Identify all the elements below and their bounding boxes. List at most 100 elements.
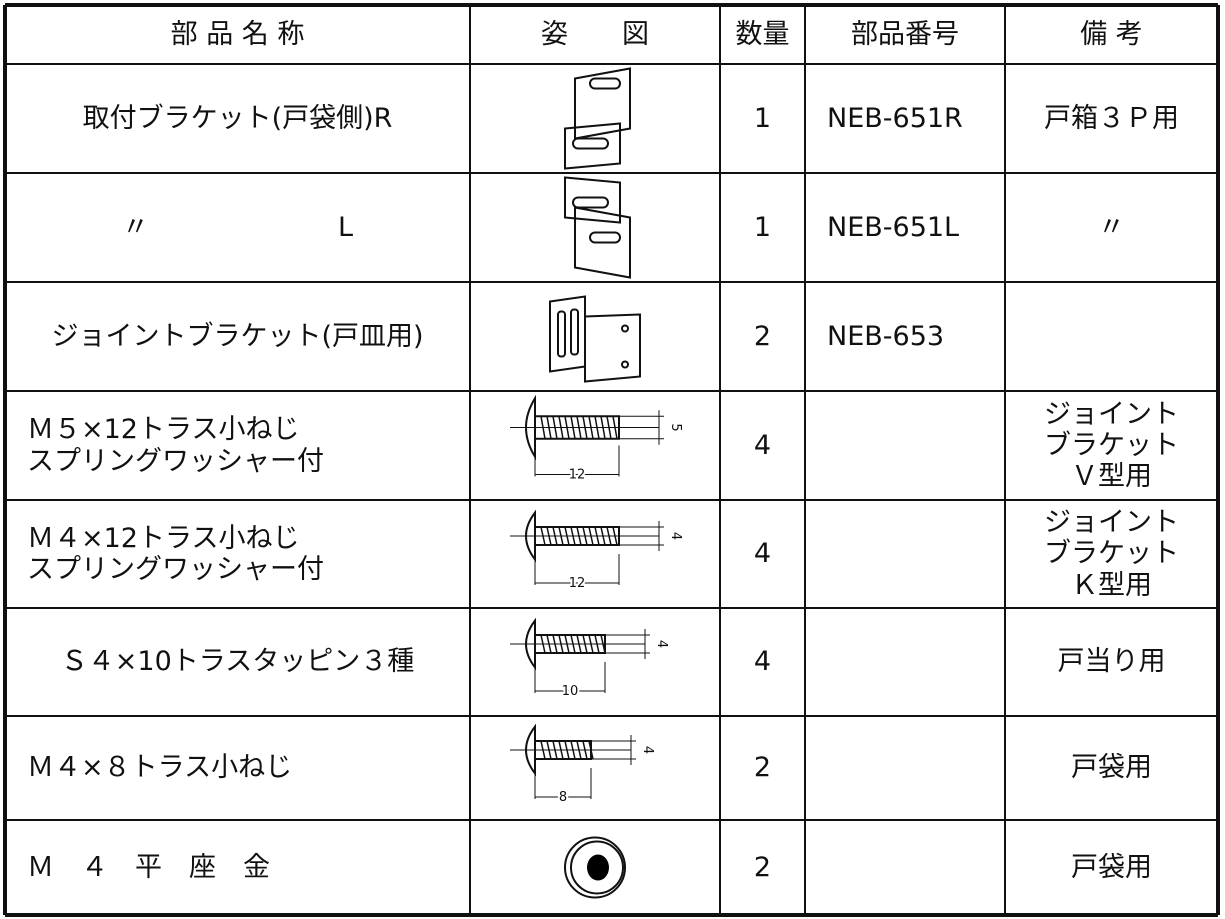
thread [594, 526, 600, 546]
cell-text: Ｍ４×８トラス小ねじ [27, 752, 293, 784]
quantity: 4 [720, 391, 805, 500]
thread [588, 416, 594, 439]
thread [546, 416, 552, 439]
cell-text: 2 [753, 851, 772, 883]
part-figure: 48 [510, 723, 655, 807]
part-name: Ｍ４×８トラス小ねじ [5, 716, 470, 820]
cell-text: 戸箱３Ｐ用 [1044, 102, 1179, 134]
thread [606, 526, 612, 546]
thread [546, 740, 552, 760]
cell-text: ジョイント [1044, 507, 1179, 539]
thread [546, 634, 552, 654]
cell-text: 2 [753, 320, 772, 352]
cell-text: NEB-651L [827, 211, 960, 243]
cell-text: ブラケット [1044, 429, 1179, 461]
diameter-label: 5 [668, 423, 683, 431]
cell-text: 〃 [1098, 211, 1125, 243]
thread [570, 526, 576, 546]
cell-text: 4 [753, 646, 772, 678]
cell-text: 取付ブラケット(戸袋側)R [82, 102, 393, 134]
thread [588, 634, 594, 654]
thread [594, 634, 600, 654]
washer-outer [564, 836, 626, 899]
part-name: ジョイントブラケット(戸皿用) [5, 282, 470, 391]
cell-text: 戸当り用 [1057, 646, 1166, 678]
thread [564, 634, 570, 654]
diameter-label: 4 [668, 532, 683, 540]
thread [582, 416, 588, 439]
cell-text: 戸袋用 [1071, 851, 1152, 883]
thread [570, 416, 576, 439]
cell-text: 〃 L [121, 211, 354, 243]
part-figure: 4 12 [510, 509, 683, 593]
thread [558, 416, 564, 439]
thread [564, 740, 570, 760]
thread [588, 526, 594, 546]
thread [540, 634, 546, 654]
diameter-label: 4 [654, 640, 669, 648]
cell-text: 戸袋用 [1071, 752, 1152, 784]
diameter-label: 4 [640, 746, 655, 754]
cell-text: Ｖ型用 [1071, 461, 1152, 493]
remarks: 〃 [1005, 173, 1218, 282]
thread [564, 526, 570, 546]
slot [557, 310, 566, 358]
cell-text: Ｋ型用 [1071, 569, 1152, 601]
part-name: Ｍ４×12トラス小ねじ スプリングワッシャー付 [5, 500, 470, 608]
slot [572, 196, 609, 209]
washer-outer [570, 840, 624, 895]
remarks: 戸袋用 [1005, 820, 1218, 915]
quantity: 4 [720, 608, 805, 716]
remarks: ジョイント ブラケット Ｋ型用 [1005, 500, 1218, 608]
part-name: 〃 L [5, 173, 470, 282]
remarks: 戸箱３Ｐ用 [1005, 64, 1218, 173]
slot [589, 77, 621, 90]
cell-text: 2 [753, 752, 772, 784]
bracket-plate [564, 176, 621, 224]
thread [594, 416, 600, 439]
bracket-plate [549, 295, 586, 373]
screw-shank [534, 634, 606, 654]
thread [546, 526, 552, 546]
slot [589, 231, 621, 244]
bracket-plate [564, 122, 621, 170]
thread [570, 634, 576, 654]
quantity: 4 [720, 500, 805, 608]
cell-text: ジョイントブラケット(戸皿用) [51, 320, 424, 352]
thread [576, 416, 582, 439]
cell-text: 4 [753, 538, 772, 570]
part-number: NEB-651L [805, 173, 1005, 282]
cell-text: スプリングワッシャー付 [27, 554, 324, 585]
bracket-plate [574, 206, 631, 279]
quantity: 1 [720, 64, 805, 173]
thread [576, 634, 582, 654]
thread [552, 740, 558, 760]
cell-text: 数量 [735, 18, 790, 50]
thread [612, 526, 618, 546]
bracket-plate [584, 313, 641, 383]
thread [606, 416, 612, 439]
part-number: NEB-651R [805, 64, 1005, 173]
remarks: ジョイント ブラケット Ｖ型用 [1005, 391, 1218, 500]
thread [600, 416, 606, 439]
part-name: Ｍ５×12トラス小ねじ スプリングワッシャー付 [5, 391, 470, 500]
header-cell: 備 考 [1005, 5, 1218, 64]
cell-text: Ｓ４×10トラスタッピン３種 [60, 646, 415, 678]
cell-text: 部品番号 [851, 18, 959, 50]
thread [540, 416, 546, 439]
remarks: 戸袋用 [1005, 716, 1218, 820]
length-label: 10 [562, 684, 579, 699]
length-label: 12 [569, 576, 586, 591]
cell-text: Ｍ４×12トラス小ねじ [27, 522, 300, 554]
thread [600, 634, 606, 654]
thread [558, 634, 564, 654]
quantity: 2 [720, 820, 805, 915]
thread [582, 634, 588, 654]
cell-text: 1 [753, 211, 772, 243]
part-name: 取付ブラケット(戸袋側)R [5, 64, 470, 173]
cell-text: 1 [753, 102, 772, 134]
cell-text: ブラケット [1044, 538, 1179, 570]
part-name: Ｍ ４ 平 座 金 [5, 820, 470, 915]
thread [576, 740, 582, 760]
cell-text: NEB-651R [827, 102, 963, 134]
